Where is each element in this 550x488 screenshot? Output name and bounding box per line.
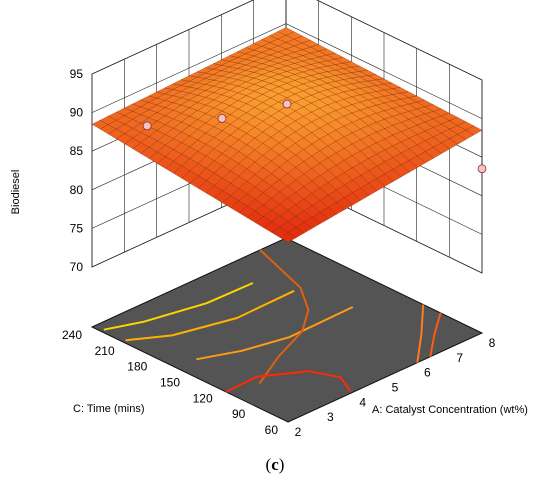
tick-labels: 70 75 80 85 90 95 2 3 4 5 6 7 8 60 90 120 150 180 210 240 <box>62 67 496 439</box>
y-tick-label: 60 <box>265 423 279 437</box>
contour-line <box>258 249 310 385</box>
z-tick-label: 80 <box>70 183 84 197</box>
contour-line <box>196 306 354 361</box>
contour-line <box>416 304 425 363</box>
x-tick-label: 2 <box>295 425 302 439</box>
y-tick-label: 240 <box>62 328 82 342</box>
contour-line <box>225 370 352 393</box>
x-tick-label: 3 <box>327 410 334 424</box>
caption-open: ( <box>265 455 272 474</box>
y-tick-label: 150 <box>160 376 180 390</box>
design-point <box>282 99 292 109</box>
design-point <box>217 114 227 123</box>
x-tick-label: 4 <box>359 395 366 409</box>
z-tick-label: 90 <box>70 106 84 120</box>
caption-close: ) <box>278 455 285 474</box>
x-tick-label: 5 <box>392 381 399 395</box>
contour-line <box>125 289 295 342</box>
design-point <box>142 121 152 131</box>
design-points <box>142 99 487 174</box>
y-tick-label: 210 <box>95 344 115 358</box>
z-tick-label: 95 <box>70 67 84 81</box>
figure-caption: (c) <box>0 455 550 475</box>
contour-line <box>103 282 254 331</box>
surface-cell <box>279 232 297 243</box>
x-tick-label: 7 <box>456 351 463 365</box>
y-tick-label: 90 <box>232 407 246 421</box>
floor-plane <box>90 237 484 423</box>
y-tick-label: 120 <box>193 391 213 405</box>
floor-contours <box>103 249 442 393</box>
x-axis-label: A: Catalyst Concentration (wt%) <box>372 404 528 416</box>
z-axis-label: Biodiesel <box>10 170 22 215</box>
y-axis-label: C: Time (mins) <box>73 403 145 415</box>
z-tick-label: 70 <box>70 260 84 274</box>
caption-label: c <box>271 455 279 474</box>
floor-area <box>90 237 484 423</box>
x-tick-label: 6 <box>424 366 431 380</box>
z-tick-label: 85 <box>70 144 84 158</box>
contour-line <box>429 312 442 357</box>
y-tick-label: 180 <box>127 360 147 374</box>
design-point <box>477 164 487 174</box>
x-tick-label: 8 <box>489 336 496 350</box>
response-surface <box>91 27 483 243</box>
z-tick-label: 75 <box>70 221 84 235</box>
